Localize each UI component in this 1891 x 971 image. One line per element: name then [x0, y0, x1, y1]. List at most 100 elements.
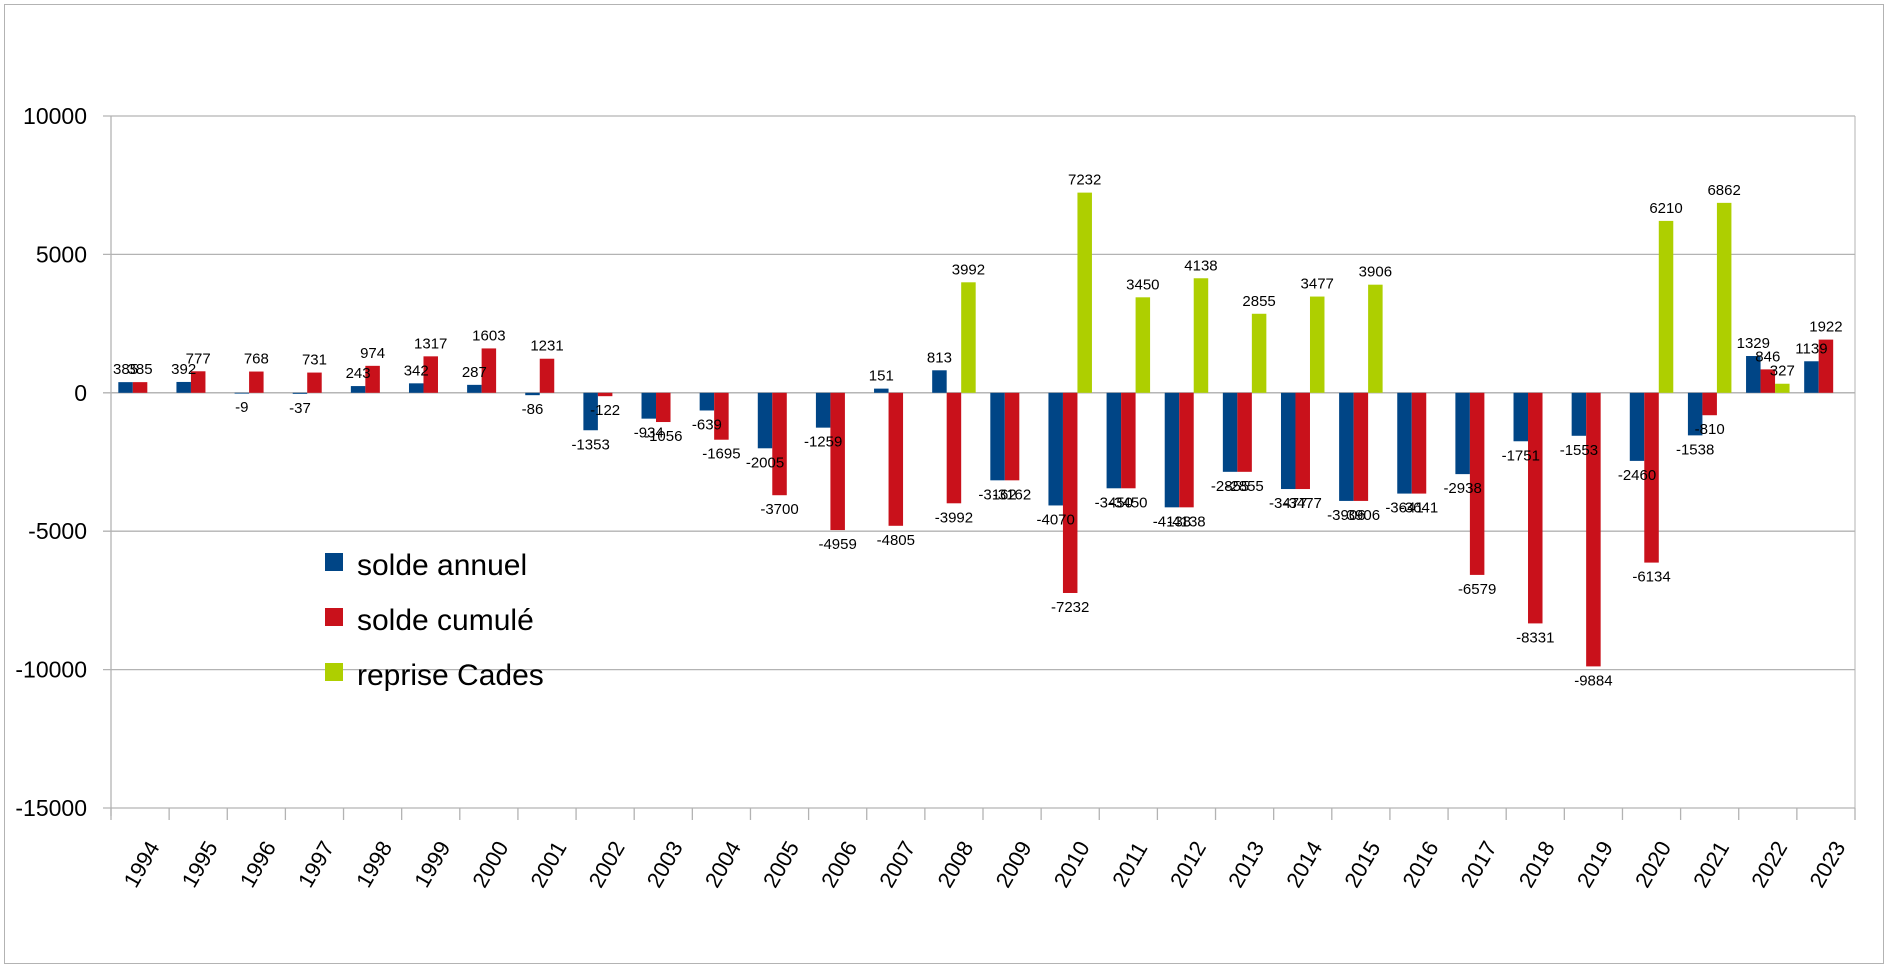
bar-solde-cumul: [1237, 392, 1252, 472]
x-tick-label: 2008: [932, 837, 978, 892]
bar-solde-cumul: [1528, 392, 1543, 624]
bar-solde-cumul: [1760, 369, 1776, 393]
bar-solde-annuel: [408, 383, 424, 393]
data-label: -810: [1695, 421, 1725, 438]
bar-solde-annuel: [234, 392, 250, 394]
data-label: -1695: [702, 446, 740, 463]
y-tick-label: -15000: [15, 795, 87, 821]
x-tick-label: 2012: [1165, 837, 1211, 892]
legend-label: solde annuel: [357, 549, 527, 582]
x-tick-label: 1998: [351, 837, 397, 892]
data-label: 6210: [1649, 200, 1682, 217]
data-label: -1538: [1676, 441, 1714, 458]
data-label: -3477: [1269, 495, 1307, 512]
x-tick-label: 2019: [1572, 837, 1618, 892]
x-tick-label: 2005: [758, 837, 804, 892]
data-label: 151: [869, 368, 894, 385]
bar-solde-cumul: [1179, 392, 1194, 508]
bar-reprise-Cades: [1309, 296, 1325, 393]
bar-solde-annuel: [1571, 392, 1587, 436]
data-label: 846: [1755, 348, 1780, 365]
bar-reprise-Cades: [1775, 383, 1790, 393]
x-tick-label: 2015: [1339, 837, 1385, 892]
x-tick-label: 2022: [1746, 837, 1792, 892]
bar-solde-cumul: [1702, 392, 1717, 416]
data-label: -639: [692, 416, 722, 433]
data-label: 6862: [1707, 182, 1740, 199]
x-tick-label: 2017: [1456, 837, 1502, 892]
bar-solde-cumul: [481, 348, 497, 393]
bar-solde-cumul: [1644, 392, 1659, 563]
data-label: 392: [171, 361, 196, 378]
data-label: 342: [404, 362, 429, 379]
bar-solde-annuel: [118, 382, 133, 393]
bar-solde-cumul: [1818, 339, 1834, 393]
legend: solde annuel solde cumulé reprise Cades: [325, 549, 544, 692]
chart-frame: 10000 5000 0 -5000 -10000 -15000 385 385 392 777…: [4, 4, 1884, 964]
data-label: 777: [186, 350, 211, 367]
bar-solde-cumul: [1353, 392, 1369, 501]
bar-solde-annuel: [176, 381, 191, 393]
data-label: 3992: [952, 261, 985, 278]
bar-solde-annuel: [757, 392, 773, 449]
bar-solde-cumul: [772, 392, 787, 496]
data-label: 287: [462, 364, 487, 381]
bar-solde-annuel: [990, 392, 1005, 481]
data-label: -1553: [1560, 442, 1598, 459]
bar-solde-annuel: [1048, 392, 1063, 506]
bar-reprise-Cades: [1077, 192, 1092, 393]
data-label: -6134: [1632, 569, 1670, 586]
bar-solde-cumul: [714, 392, 729, 440]
data-label: -3477: [1284, 495, 1322, 512]
legend-swatch: [325, 553, 343, 571]
data-label: -3700: [760, 501, 798, 518]
x-tick-label: 2009: [991, 837, 1037, 892]
legend-label: reprise Cades: [357, 659, 544, 692]
x-axis: 1994 1995 1996 1997 1998 1999 2000 2001 2002 2003…: [110, 808, 1856, 892]
x-tick-label: 1996: [235, 837, 281, 892]
y-tick-label: -5000: [28, 518, 87, 544]
bar-solde-cumul: [1411, 392, 1427, 494]
data-label: -9884: [1574, 672, 1612, 689]
data-label: 2855: [1242, 293, 1275, 310]
data-label: 1139: [1795, 340, 1827, 357]
bar-solde-cumul: [132, 382, 148, 393]
data-label: 1329: [1737, 335, 1770, 352]
bar-solde-cumul: [656, 392, 671, 423]
bar-solde-annuel: [1804, 361, 1819, 393]
bar-solde-cumul: [1469, 392, 1485, 575]
bar-reprise-Cades: [1658, 220, 1674, 393]
data-label: -3641: [1385, 500, 1423, 517]
data-label: -2005: [746, 454, 784, 471]
bar-solde-cumul: [597, 392, 613, 397]
bar-solde-cumul: [365, 365, 380, 393]
data-label: -1353: [571, 436, 609, 453]
bar-solde-annuel: [1164, 392, 1180, 508]
data-label: -3450: [1095, 494, 1133, 511]
data-label: 243: [346, 365, 371, 382]
data-label: 7232: [1068, 172, 1101, 189]
bars: [118, 192, 1834, 667]
data-label: -3641: [1400, 500, 1438, 517]
data-label: -122: [590, 402, 620, 419]
bar-solde-annuel: [1397, 392, 1412, 494]
bar-reprise-Cades: [1193, 278, 1209, 393]
data-label: -3906: [1327, 507, 1365, 524]
x-tick-label: 1997: [293, 837, 339, 892]
x-tick-label: 2001: [525, 837, 571, 892]
bar-solde-cumul: [1062, 392, 1078, 593]
x-tick-label: 2014: [1281, 837, 1327, 892]
data-label: -4138: [1153, 513, 1191, 530]
x-tick-label: 2021: [1688, 837, 1734, 892]
bar-solde-annuel: [1513, 392, 1529, 442]
data-label: -3992: [935, 509, 973, 526]
x-tick-label: 2011: [1107, 838, 1152, 891]
bar-solde-cumul: [888, 392, 904, 526]
x-tick-label: 2004: [700, 837, 746, 892]
data-label: 768: [244, 351, 269, 368]
data-label: 3450: [1126, 276, 1159, 293]
bar-solde-annuel: [350, 386, 366, 393]
x-tick-label: 2006: [816, 837, 862, 892]
data-label: 813: [927, 349, 952, 366]
